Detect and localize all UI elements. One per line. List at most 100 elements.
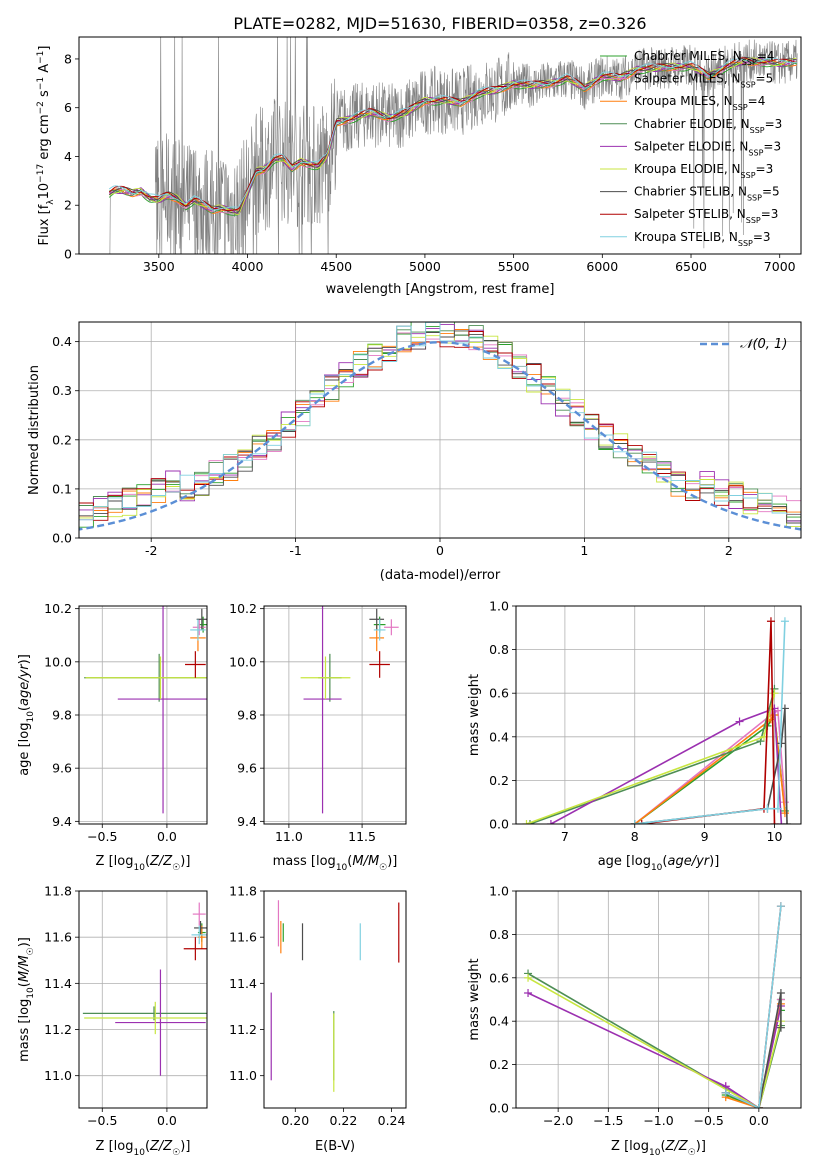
- weight-vs-age-ylabel: mass weight: [467, 674, 482, 756]
- x-tick-label: 0.20: [281, 1113, 309, 1128]
- model-line-salpeter-stelib: [108, 57, 797, 212]
- weight-marker: [780, 798, 789, 807]
- age-vs-Z-axes: −0.5 0.0 9.4 9.6 9.8 10.0 10.2 Z [log10(Z/Z☉)] a…: [17, 601, 208, 873]
- age-vs-mass-axes: 11.0 11.5 9.4 9.6 9.8 10.0 10.2 mass [log10(M/M…: [229, 601, 407, 873]
- x-tick-label: 7: [561, 829, 569, 844]
- weight-vs-age-plot-area: [522, 617, 792, 824]
- weight-marker: [777, 820, 786, 824]
- histogram-kroupa-stelib: [79, 322, 801, 521]
- weight-marker: [524, 988, 533, 997]
- weight-series-kroupa-elodie: [522, 689, 779, 824]
- y-tick-label: 10.2: [229, 601, 257, 616]
- errorbar-chabrier-stelib: [369, 608, 385, 630]
- weight-marker: [766, 617, 775, 626]
- weight-marker: [780, 617, 789, 626]
- legend-label-chabrier-miles: Chabrier MILES, NSSP=4: [634, 49, 774, 67]
- residuals-ylabel: Normed distribution: [27, 365, 42, 495]
- spectrum-legend: Chabrier MILES, NSSP=4 Salpeter MILES, NS…: [600, 49, 782, 247]
- y-tick-label: 8: [64, 51, 72, 66]
- y-tick-label: 11.0: [44, 1068, 72, 1083]
- errorbar-salpeter-stelib: [185, 651, 206, 678]
- residuals-axes: -2 -1 0 1 2 0.0 0.1 0.2 0.3 0.4 (data-model)/error…: [27, 321, 802, 583]
- y-tick-label: 0.0: [52, 531, 72, 546]
- y-tick-label: 11.8: [229, 884, 257, 899]
- errorbar-kroupa-stelib: [373, 619, 386, 641]
- weight-series-chabrier-stelib: [721, 988, 785, 1108]
- weight-marker: [721, 1088, 730, 1097]
- weight-marker: [783, 820, 792, 824]
- mass-vs-EBV-plot-area: [270, 900, 400, 1092]
- y-tick-label: 0.0: [489, 1101, 509, 1116]
- errorbar-kroupa-elodie: [300, 656, 351, 700]
- x-tick-label: 4500: [320, 259, 352, 274]
- errorbar-salpeter-elodie: [117, 606, 207, 814]
- weight-vs-Z-axes: −2.0 −1.5 −1.0 −0.5 0.0 0.0 0.2 0.4 0.6 0.8 1.0 mas…: [467, 884, 802, 1158]
- y-tick-label: 11.8: [44, 884, 72, 899]
- x-tick-label: 11.0: [275, 829, 303, 844]
- y-tick-label: 1.0: [489, 599, 509, 614]
- y-tick-label: 0.6: [489, 686, 509, 701]
- y-tick-label: 0.4: [489, 729, 509, 744]
- weight-series-salpeter-stelib: [721, 902, 785, 1108]
- errorbar-kroupa-elodie: [85, 656, 207, 700]
- spectrum-ylabel: Flux [fλ10−17 erg cm−2 s−1 A−1]: [36, 46, 56, 246]
- axes-frame: [78, 890, 208, 1109]
- x-tick-label: 4000: [232, 259, 264, 274]
- x-tick-label: 11.5: [348, 829, 376, 844]
- model-line-salpeter-miles: [108, 60, 797, 214]
- weight-marker: [546, 820, 555, 824]
- y-tick-label: 9.4: [237, 814, 257, 829]
- weight-marker: [776, 1023, 785, 1032]
- errorbar-salpeter-elodie: [303, 606, 342, 814]
- model-line-kroupa-elodie: [109, 57, 797, 215]
- x-tick-label: 0.24: [378, 1113, 406, 1128]
- weight-series-chabrier-elodie: [524, 969, 785, 1108]
- weight-series-kroupa-stelib: [630, 617, 789, 824]
- x-tick-label: 3500: [143, 259, 175, 274]
- axes-frame: [263, 890, 407, 1109]
- weight-marker: [770, 820, 779, 824]
- x-tick-label: 8: [631, 829, 639, 844]
- x-tick-label: -1: [289, 543, 301, 558]
- x-tick-label: 9: [701, 829, 709, 844]
- residuals-xlabel: (data-model)/error: [380, 568, 501, 583]
- x-tick-label: -2: [145, 543, 157, 558]
- y-tick-label: 0.2: [489, 773, 509, 788]
- y-tick-label: 10.0: [44, 654, 72, 669]
- y-tick-label: 4: [64, 149, 72, 164]
- errorbar-salpeter-miles: [192, 619, 206, 636]
- histogram-salpeter-stelib: [79, 331, 801, 521]
- weight-vs-age-xlabel: age [log10(age/yr)]: [598, 854, 720, 873]
- y-tick-label: 9.8: [52, 708, 72, 723]
- mass-vs-Z-xlabel: Z [log10(Z/Z☉)]: [96, 1139, 191, 1158]
- errorbar-salpeter-miles: [192, 902, 206, 926]
- x-tick-label: 10: [767, 829, 783, 844]
- mass-vs-Z-ylabel: mass [log10(M/M☉)]: [17, 937, 36, 1062]
- weight-series-salpeter-elodie: [546, 704, 786, 824]
- x-tick-label: 7000: [764, 259, 796, 274]
- spectrum-plot-area: [108, 37, 798, 254]
- age-vs-Z-ylabel: age [log10(age/yr)]: [17, 654, 36, 776]
- x-tick-label: −1.5: [593, 1113, 623, 1128]
- x-tick-label: 0.0: [749, 1113, 769, 1128]
- errorbar-salpeter-stelib: [183, 937, 207, 961]
- y-tick-label: 0.8: [489, 927, 509, 942]
- axes-frame: [78, 36, 802, 255]
- y-tick-label: 11.0: [229, 1068, 257, 1083]
- y-tick-label: 0.8: [489, 642, 509, 657]
- spectrum-xlabel: wavelength [Angstrom, rest frame]: [326, 282, 555, 297]
- errorbar-kroupa-stelib: [191, 925, 207, 945]
- legend-label-salpeter-stelib: Salpeter STELIB, NSSP=3: [634, 207, 778, 225]
- age-vs-mass-xlabel: mass [log10(M/M☉)]: [273, 854, 398, 873]
- weight-vs-Z-plot-area: [524, 902, 785, 1108]
- y-tick-label: 10.0: [229, 654, 257, 669]
- y-tick-label: 2: [64, 198, 72, 213]
- residuals-plot-area: [79, 322, 801, 531]
- weight-marker: [754, 1104, 763, 1108]
- y-tick-label: 0.4: [489, 1014, 509, 1029]
- y-tick-label: 0.4: [52, 334, 72, 349]
- weight-marker: [637, 820, 646, 824]
- model-line-chabrier-stelib: [108, 57, 797, 214]
- y-tick-label: 0.1: [52, 481, 72, 496]
- legend-label-chabrier-stelib: Chabrier STELIB, NSSP=5: [634, 185, 780, 203]
